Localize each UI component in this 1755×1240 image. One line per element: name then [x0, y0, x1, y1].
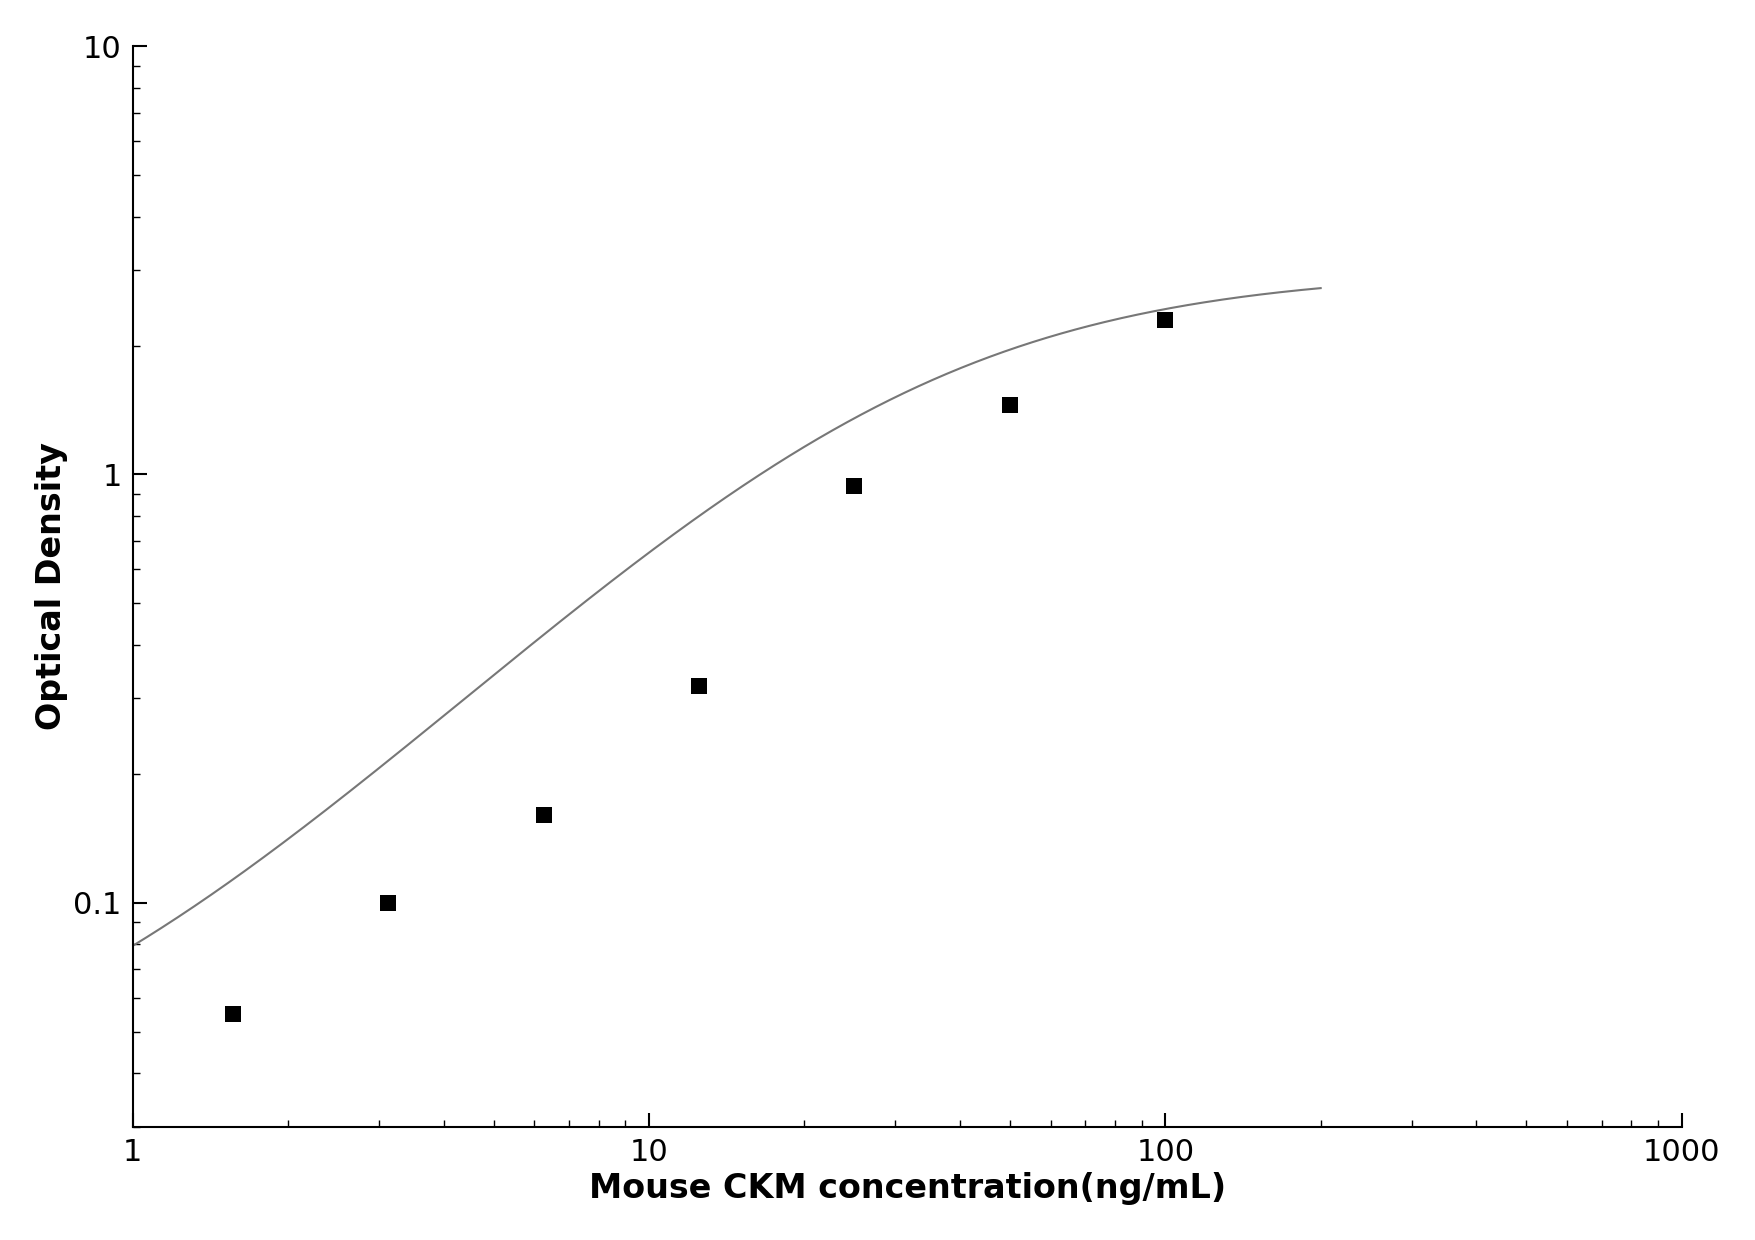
Point	[1151, 310, 1179, 330]
Y-axis label: Optical Density: Optical Density	[35, 443, 68, 730]
Point	[995, 396, 1023, 415]
Point	[219, 1004, 247, 1024]
Point	[374, 893, 402, 913]
Point	[530, 805, 558, 825]
Point	[841, 476, 869, 496]
Point	[684, 677, 713, 697]
X-axis label: Mouse CKM concentration(ng/mL): Mouse CKM concentration(ng/mL)	[588, 1172, 1225, 1205]
